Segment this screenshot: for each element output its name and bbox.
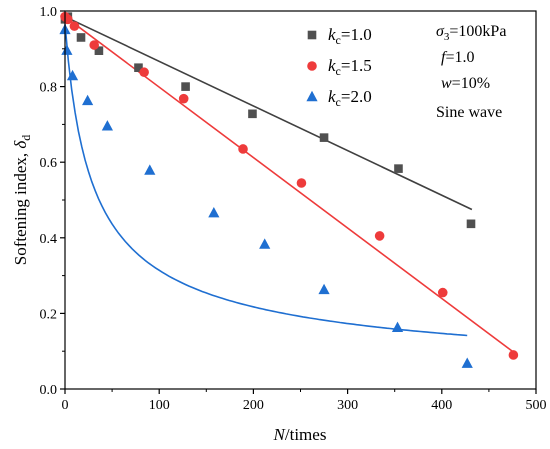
data-point-series-2: [374, 231, 385, 241]
y-axis-title: Softening index, δd: [11, 135, 33, 266]
data-point-series-1: [466, 219, 476, 229]
data-point-series-1: [319, 133, 329, 142]
data-markers: [59, 11, 519, 368]
legend-marker-series-1: [307, 30, 317, 40]
legend-label-series-3: kc=2.0: [328, 87, 372, 109]
data-point-series-2: [296, 178, 307, 188]
data-point-series-2: [69, 21, 80, 31]
data-point-series-3: [259, 238, 271, 249]
data-point-series-3: [318, 283, 330, 295]
y-tick-label: 1.0: [40, 5, 58, 20]
data-point-series-2: [139, 67, 149, 78]
y-tick-label: 0.4: [40, 232, 58, 247]
x-tick-label: 300: [337, 398, 358, 413]
data-point-series-1: [248, 109, 257, 119]
data-point-series-3: [82, 94, 94, 106]
data-point-series-3: [461, 357, 473, 368]
data-point-series-2: [238, 144, 248, 154]
fit-line-series-3: [64, 24, 468, 337]
annotation-line-4: Sine wave: [436, 104, 502, 121]
data-point-series-1: [181, 82, 190, 91]
x-tick-label: 400: [431, 398, 452, 413]
x-tick-label: 100: [149, 398, 170, 413]
condition-annotations: σ3=100kPa f=1.0 w=10% Sine wave: [436, 23, 506, 121]
x-tick-label: 500: [526, 398, 547, 413]
data-point-series-1: [94, 46, 104, 55]
data-point-series-1: [76, 33, 86, 42]
data-point-series-3: [101, 120, 113, 131]
legend: kc=1.0 kc=1.5 kc=2.0: [306, 25, 372, 109]
x-axis-title-var: N: [273, 425, 287, 444]
data-point-series-3: [61, 44, 73, 55]
data-point-series-2: [89, 40, 100, 50]
fit-line-series-2: [64, 16, 514, 353]
data-point-series-2: [178, 93, 189, 104]
axis-ticks: 0 100 200 300 400 500 0.0 0.2 0.4 0.6 0.8 1.0: [40, 5, 547, 413]
annotation-line-2: f=1.0: [441, 49, 474, 66]
data-point-series-3: [208, 207, 220, 218]
data-point-series-3: [66, 69, 79, 81]
y-axis-title-sub: d: [19, 135, 33, 141]
data-point-series-2: [508, 350, 519, 360]
y-axis-title-var: δ: [11, 140, 30, 149]
x-axis-title: N/times: [273, 425, 327, 444]
y-tick-label: 0.8: [40, 81, 58, 96]
data-point-series-2: [437, 287, 448, 298]
fit-line-series-1: [64, 15, 473, 211]
y-tick-label: 0.2: [40, 307, 58, 322]
legend-marker-series-2: [307, 61, 317, 71]
x-tick-label: 200: [243, 398, 264, 413]
y-axis-title-text: Softening index,: [11, 149, 30, 266]
legend-marker-series-3: [306, 90, 318, 102]
x-axis-title-unit: /times: [285, 425, 327, 444]
data-point-series-1: [394, 164, 403, 173]
x-tick-label: 0: [62, 398, 69, 413]
legend-label-series-1: kc=1.0: [328, 25, 372, 47]
data-point-series-1: [134, 63, 143, 72]
data-point-series-3: [391, 321, 404, 332]
y-tick-label: 0.0: [40, 383, 58, 398]
legend-label-series-2: kc=1.5: [328, 56, 372, 78]
y-tick-label: 0.6: [40, 156, 58, 171]
fit-lines: [64, 15, 514, 353]
annotation-line-3: w=10%: [441, 75, 490, 92]
data-point-series-3: [144, 164, 156, 175]
annotation-line-1: σ3=100kPa: [436, 23, 506, 43]
